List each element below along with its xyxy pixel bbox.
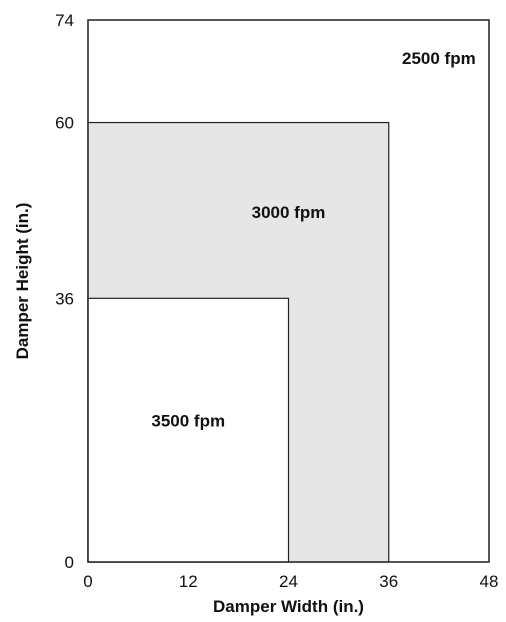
plot-frame [87, 19, 490, 563]
x-axis-title: Damper Width (in.) [213, 597, 364, 616]
y-tick-label: 60 [55, 114, 74, 133]
region-label-2500-fpm: 2500 fpm [402, 49, 476, 68]
y-axis-title: Damper Height (in.) [13, 203, 32, 360]
y-tick-label: 36 [55, 289, 74, 308]
y-tick-label: 0 [65, 553, 74, 572]
region-3500-fpm [87, 297, 290, 563]
region-label-3500-fpm: 3500 fpm [151, 412, 225, 431]
x-tick-label: 0 [83, 572, 92, 591]
x-tick-label: 24 [279, 572, 298, 591]
x-tick-label: 48 [480, 572, 499, 591]
region-labels-layer: 2500 fpm 3000 fpm 3500 fpm [151, 49, 475, 431]
ticks-layer: 0 12 24 36 48 0 36 60 74 [55, 11, 498, 591]
region-label-3000-fpm: 3000 fpm [252, 203, 326, 222]
x-tick-label: 36 [379, 572, 398, 591]
regions-layer [87, 19, 490, 563]
x-tick-label: 12 [179, 572, 198, 591]
y-tick-label: 74 [55, 11, 74, 30]
